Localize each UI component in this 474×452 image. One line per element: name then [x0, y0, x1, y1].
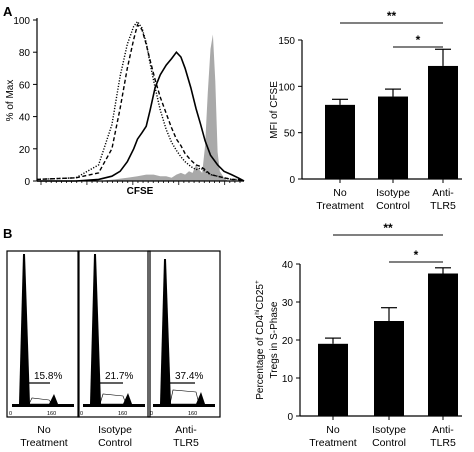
y-tick-label: 60 [19, 80, 31, 91]
y-tick-label: 100 [13, 16, 30, 27]
y-tick-label: 20 [282, 336, 294, 347]
category-label: No [333, 187, 347, 199]
histogram-axis-tick-label: 160 [118, 411, 127, 417]
g2-peak [49, 394, 58, 404]
y-tick-label: 40 [19, 113, 31, 124]
significance-label: * [414, 248, 419, 262]
x-axis-label: CFSE [127, 186, 154, 197]
y-axis-label: % of Max [5, 80, 16, 122]
y-axis-label-part: CD25 [255, 284, 266, 310]
bar [428, 273, 458, 416]
significance-label: ** [383, 221, 393, 235]
category-label: Control [372, 437, 406, 449]
histogram-axis-tick-label: 0 [150, 411, 153, 417]
y-axis-label-sup: + [254, 280, 261, 284]
y-axis-label-part: Percentage of CD4 [255, 314, 266, 399]
category-label: Anti- [175, 424, 197, 436]
y-tick-label: 40 [282, 260, 294, 271]
category-label: Isotype [376, 187, 410, 199]
g1-peak [19, 254, 30, 404]
histogram-axis-tick-label: 160 [188, 411, 197, 417]
category-label: Anti- [432, 424, 454, 436]
bar [318, 343, 348, 416]
panel-label-b: B [3, 226, 12, 241]
cfse-histogram: 0 20 40 60 80 100 CFSE % of Max [5, 16, 245, 197]
percent-label: 21.7% [105, 371, 133, 382]
histogram-series-solid [37, 50, 245, 182]
histogram-box [77, 250, 151, 418]
category-label: Treatment [316, 200, 364, 212]
histogram-box [6, 250, 80, 418]
bar [325, 104, 355, 179]
y-axis-label: MFI of CFSE [269, 81, 280, 139]
category-label: Isotype [98, 424, 132, 436]
histogram-axis-tick-label: 160 [47, 411, 56, 417]
bar [378, 96, 408, 179]
y-tick-label: 0 [287, 412, 293, 423]
histogram-axis-tick-label: 0 [9, 411, 12, 417]
y-tick-label: 10 [282, 374, 294, 385]
category-label: Control [98, 437, 132, 449]
y-axis-label-sup: hi [254, 310, 261, 315]
category-label: TLR5 [173, 437, 199, 449]
category-label: No [326, 424, 340, 436]
category-label: Treatment [20, 437, 68, 449]
g1-peak [160, 259, 171, 404]
y-tick-label: 20 [19, 145, 31, 156]
percent-label: 15.8% [34, 371, 62, 382]
category-label: Anti- [432, 187, 454, 199]
histogram-axis-tick-label: 0 [80, 411, 83, 417]
significance-label: ** [387, 9, 397, 23]
category-label: Treatment [309, 437, 357, 449]
y-axis-label: Tregs in S-Phase [269, 301, 280, 378]
g2-peak [123, 393, 132, 404]
category-label: TLR5 [430, 200, 456, 212]
bar [428, 65, 458, 179]
y-tick-label: 30 [282, 298, 294, 309]
category-label: No [37, 424, 51, 436]
category-label: Control [376, 200, 410, 212]
s-phase-region [169, 389, 200, 405]
panel-label-a: A [3, 4, 13, 19]
significance-label: * [416, 33, 421, 47]
y-tick-label: 150 [278, 36, 295, 47]
histogram-baseline [153, 404, 215, 407]
y-tick-label: 0 [24, 177, 30, 188]
y-tick-label: 0 [289, 175, 295, 186]
category-label: Isotype [372, 424, 406, 436]
y-tick-label: 80 [19, 48, 31, 59]
histogram-series-dashed [36, 23, 245, 182]
y-tick-label: 50 [284, 129, 296, 140]
y-tick-label: 100 [278, 82, 295, 93]
category-label: TLR5 [430, 437, 456, 449]
s-phase-region [99, 393, 127, 405]
treg-s-phase-bar-chart: 010203040NoTreatmentIsotypeControlAnti-T… [254, 221, 462, 449]
histogram-box [147, 250, 221, 418]
percent-label: 37.4% [175, 371, 203, 382]
g1-peak [90, 254, 101, 404]
bar [374, 321, 404, 416]
g2-peak [196, 392, 205, 404]
histogram-baseline [12, 404, 74, 407]
s-phase-region [28, 397, 53, 405]
histogram-baseline [83, 404, 145, 407]
y-axis-label: Percentage of CD4hiCD25+ [254, 280, 266, 400]
